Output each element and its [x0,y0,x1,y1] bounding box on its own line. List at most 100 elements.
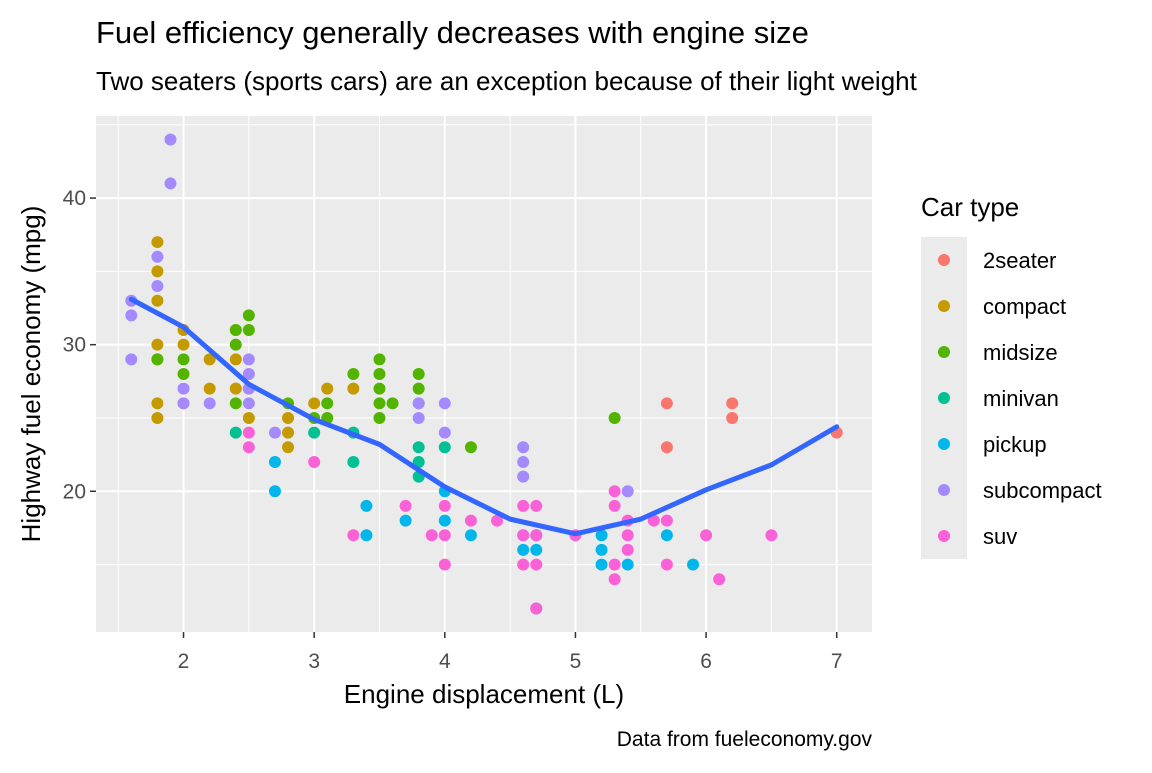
point [151,411,164,424]
point [517,499,530,512]
point [282,441,295,454]
legend-key [938,346,950,358]
point [164,177,177,190]
point [464,514,477,527]
point [347,529,360,542]
point [621,543,634,556]
point [438,558,451,571]
point [660,441,673,454]
point [242,397,255,410]
legend-key [938,254,950,266]
point [530,602,543,615]
point [621,485,634,498]
point [530,543,543,556]
point [177,382,190,395]
point [687,558,700,571]
point [308,397,321,410]
point [438,426,451,439]
point [282,411,295,424]
point [530,499,543,512]
legend-title: Car type [921,192,1019,222]
point [151,353,164,366]
y-tick-label: 20 [63,480,86,503]
point [229,338,242,351]
point [373,368,386,380]
point [321,397,334,410]
point [282,426,295,439]
point [438,441,451,454]
point [203,397,216,410]
point [517,470,530,483]
x-tick-label: 3 [308,650,320,673]
point [412,382,425,395]
point [608,558,621,571]
point [412,397,425,410]
point [412,441,425,454]
legend-label: suv [983,524,1017,549]
point [726,397,739,410]
point [347,382,360,395]
point [229,382,242,395]
point [713,573,726,586]
y-tick-label: 30 [63,334,86,357]
point [373,397,386,410]
point [517,558,530,571]
point [242,411,255,424]
point [464,441,477,454]
point [373,382,386,395]
point [229,426,242,439]
point [399,499,412,512]
point [242,324,255,337]
point [464,529,477,542]
point [530,529,543,542]
point [360,529,373,542]
point [660,529,673,542]
point [399,514,412,527]
point [595,543,608,556]
legend-label: midsize [983,340,1058,365]
point [608,485,621,498]
point [308,426,321,439]
point [125,353,138,366]
caption: Data from fueleconomy.gov [617,728,873,751]
point [151,236,164,249]
point [268,426,281,439]
point [517,543,530,556]
x-tick-label: 7 [831,650,843,673]
legend-label: subcompact [983,478,1102,503]
point [347,368,360,380]
point [268,485,281,498]
point [621,529,634,542]
x-tick-label: 4 [439,650,451,673]
point [608,411,621,424]
point [700,529,713,542]
x-axis-label: Engine displacement (L) [344,679,624,709]
x-tick-label: 6 [700,650,712,673]
point [621,558,634,571]
point [151,294,164,307]
y-axis-label: Highway fuel economy (mpg) [16,206,46,543]
point [595,558,608,571]
point [660,558,673,571]
x-tick-label: 5 [570,650,582,673]
legend-key [938,392,950,404]
point [660,397,673,410]
y-tick-label: 40 [63,187,86,210]
point [203,353,216,366]
chart-subtitle: Two seaters (sports cars) are an excepti… [96,66,918,96]
point [203,382,216,395]
point [608,573,621,586]
point [438,499,451,512]
point [229,353,242,366]
point [438,514,451,527]
point [517,441,530,454]
legend-key [938,530,950,542]
point [151,280,164,293]
point [308,455,321,468]
x-tick-label: 2 [178,650,190,673]
point [726,411,739,424]
point [151,265,164,278]
point [425,529,438,542]
legend-label: minivan [983,386,1059,411]
